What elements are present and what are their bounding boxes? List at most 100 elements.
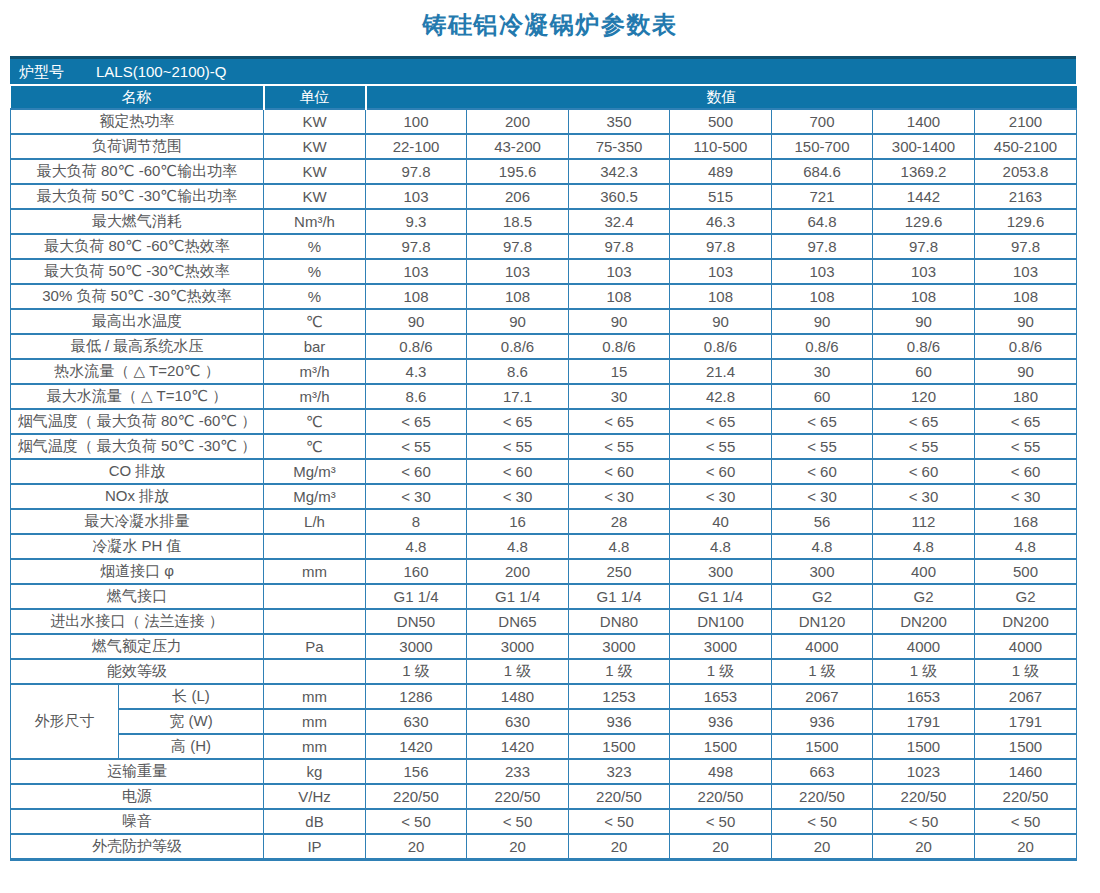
unit-cell: [264, 609, 366, 634]
value-cell: 30: [569, 384, 670, 409]
value-cell: 4.8: [467, 534, 569, 559]
value-cell: 1791: [975, 709, 1077, 734]
unit-cell: V/Hz: [264, 784, 366, 809]
value-cell: 300: [772, 559, 873, 584]
value-cell: 1480: [467, 684, 569, 709]
row-name-cell: NOx 排放: [11, 484, 264, 509]
row-name-cell: 能效等级: [11, 659, 264, 684]
unit-cell: L/h: [264, 509, 366, 534]
value-cell: 936: [569, 709, 670, 734]
spec-table: 炉型号LALS(100~2100)-Q 名称 单位 数值 额定热功率KW1002…: [10, 56, 1076, 861]
unit-cell: [264, 534, 366, 559]
table-row: 高 (H)mm1420142015001500150015001500: [11, 734, 1077, 759]
value-cell: 103: [366, 259, 467, 284]
value-cell: 4000: [975, 634, 1077, 659]
value-cell: 2163: [975, 184, 1077, 209]
model-bar: 炉型号LALS(100~2100)-Q: [10, 56, 1076, 84]
value-cell: < 55: [873, 434, 975, 459]
table-row: CO 排放Mg/m³< 60< 60< 60< 60< 60< 60< 60: [11, 459, 1077, 484]
column-header-row: 名称 单位 数值: [11, 86, 1077, 109]
row-name-cell: 烟气温度（ 最大负荷 80℃ -60℃ ）: [11, 409, 264, 434]
value-cell: 103: [467, 259, 569, 284]
row-name-cell: 最大燃气消耗: [11, 209, 264, 234]
unit-cell: IP: [264, 834, 366, 860]
value-cell: 129.6: [873, 209, 975, 234]
value-cell: 1442: [873, 184, 975, 209]
value-cell: 1369.2: [873, 159, 975, 184]
value-cell: 97.8: [366, 159, 467, 184]
unit-cell: %: [264, 234, 366, 259]
value-cell: DN100: [670, 609, 772, 634]
value-cell: 0.8/6: [569, 334, 670, 359]
value-cell: < 60: [670, 459, 772, 484]
unit-cell: ℃: [264, 309, 366, 334]
value-cell: 1420: [366, 734, 467, 759]
value-cell: 20: [467, 834, 569, 860]
value-cell: DN120: [772, 609, 873, 634]
value-cell: 97.8: [366, 234, 467, 259]
value-cell: 90: [873, 309, 975, 334]
value-cell: DN65: [467, 609, 569, 634]
table-row: 最低 / 最高系统水压bar0.8/60.8/60.8/60.8/60.8/60…: [11, 334, 1077, 359]
value-cell: 220/50: [366, 784, 467, 809]
value-cell: 150-700: [772, 134, 873, 159]
unit-cell: %: [264, 284, 366, 309]
value-cell: 108: [772, 284, 873, 309]
row-name-cell: 燃气接口: [11, 584, 264, 609]
dimension-group-cell: 外形尺寸: [11, 684, 119, 759]
row-name-cell: 长 (L): [119, 684, 264, 709]
value-cell: 64.8: [772, 209, 873, 234]
unit-cell: m³/h: [264, 384, 366, 409]
value-cell: 630: [366, 709, 467, 734]
value-cell: 20: [670, 834, 772, 860]
value-cell: 1500: [670, 734, 772, 759]
value-cell: 0.8/6: [366, 334, 467, 359]
value-cell: < 65: [670, 409, 772, 434]
value-cell: 103: [873, 259, 975, 284]
value-cell: 3000: [569, 634, 670, 659]
value-cell: 0.8/6: [670, 334, 772, 359]
value-cell: 1 级: [467, 659, 569, 684]
unit-cell: mm: [264, 709, 366, 734]
value-cell: 498: [670, 759, 772, 784]
value-cell: 97.8: [467, 234, 569, 259]
value-cell: 75-350: [569, 134, 670, 159]
value-cell: < 60: [772, 459, 873, 484]
unit-cell: m³/h: [264, 359, 366, 384]
row-name-cell: 热水流量（ △ T=20℃ ）: [11, 359, 264, 384]
table-row: 最大燃气消耗Nm³/h9.318.532.446.364.8129.6129.6: [11, 209, 1077, 234]
value-cell: 342.3: [569, 159, 670, 184]
table-row: 负荷调节范围KW22-10043-20075-350110-500150-700…: [11, 134, 1077, 159]
value-cell: 28: [569, 509, 670, 534]
value-cell: 3000: [366, 634, 467, 659]
value-cell: 1 级: [366, 659, 467, 684]
value-cell: 103: [366, 184, 467, 209]
value-cell: 220/50: [670, 784, 772, 809]
table-row: 外形尺寸长 (L)mm1286148012531653206716532067: [11, 684, 1077, 709]
value-cell: < 30: [670, 484, 772, 509]
table-row: 烟气温度（ 最大负荷 50℃ -30℃ ）℃< 55< 55< 55< 55< …: [11, 434, 1077, 459]
value-cell: 220/50: [975, 784, 1077, 809]
value-cell: 300: [670, 559, 772, 584]
value-cell: 700: [772, 109, 873, 134]
unit-cell: KW: [264, 184, 366, 209]
value-cell: 1500: [569, 734, 670, 759]
value-cell: 663: [772, 759, 873, 784]
value-cell: 0.8/6: [873, 334, 975, 359]
value-cell: < 55: [366, 434, 467, 459]
value-cell: 15: [569, 359, 670, 384]
table-row: 燃气额定压力Pa3000300030003000400040004000: [11, 634, 1077, 659]
value-cell: 108: [873, 284, 975, 309]
value-cell: 9.3: [366, 209, 467, 234]
value-cell: 46.3: [670, 209, 772, 234]
row-name-cell: 高 (H): [119, 734, 264, 759]
page-title: 铸硅铝冷凝锅炉参数表: [0, 0, 1100, 41]
row-name-cell: 冷凝水 PH 值: [11, 534, 264, 559]
unit-cell: KW: [264, 159, 366, 184]
value-cell: 40: [670, 509, 772, 534]
value-cell: 721: [772, 184, 873, 209]
value-cell: < 50: [467, 809, 569, 834]
value-cell: 103: [569, 259, 670, 284]
value-cell: 160: [366, 559, 467, 584]
unit-cell: KW: [264, 134, 366, 159]
